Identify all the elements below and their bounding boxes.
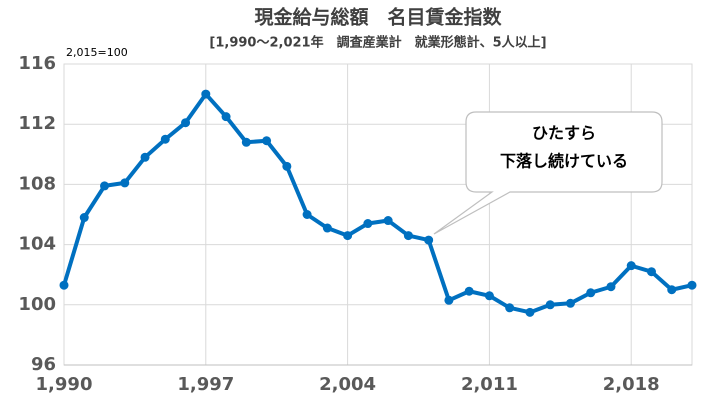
x-tick-label: 2,011 [461, 374, 518, 395]
point [363, 219, 373, 229]
point [484, 291, 494, 301]
plot-frame [63, 63, 693, 366]
point [403, 231, 413, 241]
y-tick-label: 112 [18, 113, 56, 134]
point [626, 261, 636, 271]
point [505, 303, 515, 313]
x-tick-label: 2,018 [603, 374, 660, 395]
point [100, 181, 110, 191]
y-tick-label: 116 [18, 53, 56, 74]
chart-subtitle: [1,990～2,021年 調査産業計 就業形態計、5人以上] [209, 35, 546, 51]
x-tick-label: 1,990 [36, 374, 93, 395]
point [262, 136, 272, 146]
point [79, 213, 89, 223]
point [606, 282, 616, 292]
point [545, 300, 555, 310]
point [586, 288, 596, 298]
point [241, 137, 251, 147]
y-tick-label: 96 [31, 354, 56, 375]
point [383, 216, 393, 226]
point [140, 152, 150, 162]
point [444, 295, 454, 305]
point [120, 178, 130, 188]
point [525, 307, 535, 317]
point [565, 298, 575, 308]
y-tick-label: 100 [18, 294, 56, 315]
point [322, 223, 332, 233]
point [646, 267, 656, 277]
annotation-line: ひたすら [532, 124, 596, 143]
point [201, 89, 211, 99]
annotation-line: 下落し続けている [500, 152, 628, 171]
point [282, 161, 292, 171]
x-tick-label: 1,997 [177, 374, 234, 395]
point [687, 280, 697, 290]
point [424, 235, 434, 245]
point [160, 134, 170, 144]
point [667, 285, 677, 295]
callout-box [433, 111, 663, 235]
point [343, 231, 353, 241]
unit-label: 2,015=100 [66, 46, 128, 59]
point [464, 286, 474, 296]
point [302, 210, 312, 219]
x-tick-label: 2,004 [319, 374, 376, 395]
chart-title: 現金給与総額 名目賃金指数 [254, 6, 502, 29]
point [221, 112, 231, 122]
point [59, 280, 69, 290]
y-tick-label: 108 [18, 173, 56, 194]
y-tick-label: 104 [18, 234, 56, 255]
point [181, 118, 191, 128]
